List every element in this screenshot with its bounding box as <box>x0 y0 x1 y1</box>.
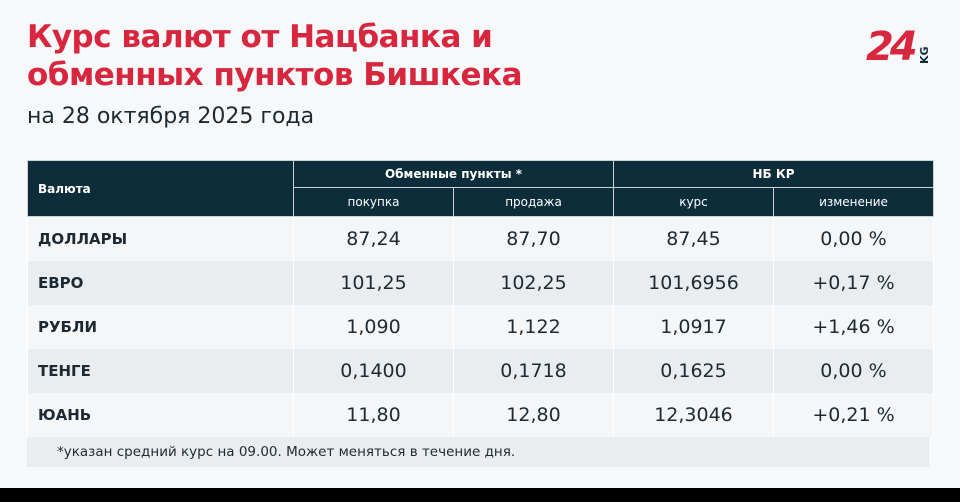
cell-change: 0,00 % <box>772 216 935 261</box>
cell-sell: 102,25 <box>453 260 614 305</box>
cell-name: РУБЛИ <box>27 304 294 350</box>
header-change: изменение <box>772 187 935 217</box>
cell-rate: 101,6956 <box>613 260 774 305</box>
cell-sell: 87,70 <box>453 216 614 261</box>
header-currency: Валюта <box>27 160 294 217</box>
table-row: ЮАНЬ 11,80 12,80 12,3046 +0,21 % <box>27 393 935 438</box>
title-line-1: Курс валют от Нацбанка и <box>27 19 493 55</box>
cell-buy: 87,24 <box>293 216 454 261</box>
cell-name: ДОЛЛАРЫ <box>27 216 294 261</box>
bottom-bar <box>0 488 960 502</box>
cell-sell: 0,1718 <box>453 349 614 394</box>
rates-table: Валюта Обменные пункты * НБ КР покупка п… <box>27 160 935 438</box>
cell-name: ЮАНЬ <box>27 393 294 438</box>
cell-name: ЕВРО <box>27 260 294 305</box>
header-nbkr: НБ КР <box>612 160 935 188</box>
header-rate: курс <box>613 187 774 217</box>
cell-rate: 0,1625 <box>613 349 774 394</box>
cell-sell: 1,122 <box>453 304 614 350</box>
cell-buy: 1,090 <box>293 304 454 350</box>
svg-text:KG: KG <box>918 46 931 64</box>
table-row: ЕВРО 101,25 102,25 101,6956 +0,17 % <box>27 260 935 305</box>
footnote: *указан средний курс на 09.00. Может мен… <box>27 437 929 467</box>
24kg-logo: 24 KG <box>866 24 931 68</box>
cell-rate: 12,3046 <box>613 393 774 438</box>
cell-rate: 1,0917 <box>613 304 774 350</box>
page-title: Курс валют от Нацбанка и обменных пунктов… <box>27 18 523 94</box>
cell-sell: 12,80 <box>453 393 614 438</box>
header-exchange-points: Обменные пункты * <box>293 160 614 188</box>
cell-buy: 101,25 <box>293 260 454 305</box>
svg-text:24: 24 <box>866 24 916 68</box>
cell-change: +0,17 % <box>772 260 935 305</box>
header-sell: продажа <box>453 187 614 217</box>
table-row: РУБЛИ 1,090 1,122 1,0917 +1,46 % <box>27 304 935 350</box>
cell-rate: 87,45 <box>613 216 774 261</box>
header-buy: покупка <box>293 187 454 217</box>
cell-buy: 11,80 <box>293 393 454 438</box>
subtitle: на 28 октября 2025 года <box>27 104 315 129</box>
table-row: ДОЛЛАРЫ 87,24 87,70 87,45 0,00 % <box>27 216 935 261</box>
table-row: ТЕНГЕ 0,1400 0,1718 0,1625 0,00 % <box>27 349 935 394</box>
cell-name: ТЕНГЕ <box>27 349 294 394</box>
cell-change: +0,21 % <box>772 393 935 438</box>
cell-change: 0,00 % <box>772 349 935 394</box>
cell-change: +1,46 % <box>772 304 935 350</box>
cell-buy: 0,1400 <box>293 349 454 394</box>
title-line-2: обменных пунктов Бишкека <box>27 57 523 93</box>
